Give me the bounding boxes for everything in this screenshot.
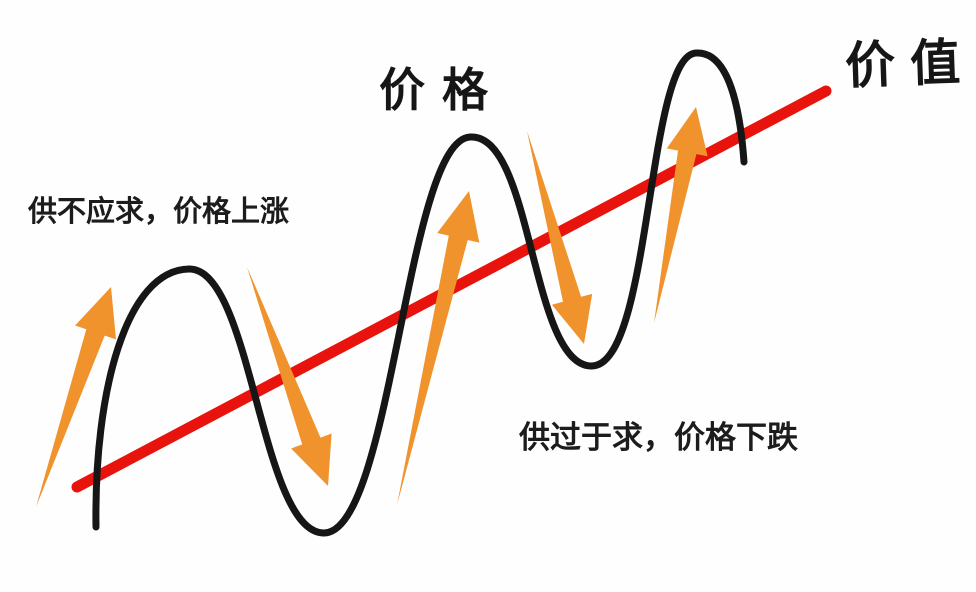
down-arrow-icon — [527, 131, 593, 344]
up-arrow-icon — [654, 107, 708, 323]
price-label: 价格 — [379, 63, 505, 117]
down-arrow-icon — [247, 267, 332, 486]
up-arrow-icon — [397, 191, 480, 505]
up-arrow-icon — [36, 287, 116, 507]
price-curve — [92, 49, 748, 537]
caption-supply-shortage: 供不应求，价格上涨 — [28, 196, 290, 228]
value-label: 价值 — [844, 32, 976, 96]
caption-supply-surplus: 供过于求，价格下跌 — [519, 420, 798, 455]
